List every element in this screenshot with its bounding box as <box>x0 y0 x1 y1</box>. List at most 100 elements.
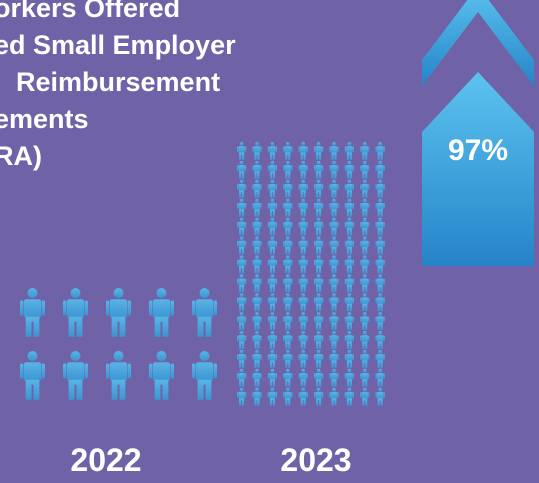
title-line: ed Small Employer <box>0 30 236 60</box>
person-icon-2023 <box>329 142 339 160</box>
person-icon-2023 <box>375 217 385 236</box>
person-icon-2023 <box>344 142 354 160</box>
person-icon-2022 <box>63 351 88 400</box>
person-icon-2023 <box>252 387 262 406</box>
person-icon-2023 <box>314 142 324 160</box>
person-icon-2023 <box>237 312 247 331</box>
person-icon-2023 <box>267 255 277 274</box>
percent-label: 97% <box>448 134 508 167</box>
person-icon-2023 <box>283 274 293 293</box>
person-icon-2023 <box>298 236 308 255</box>
person-icon-2023 <box>375 331 385 349</box>
person-icon-2023 <box>283 160 293 179</box>
person-icon-2023 <box>375 293 385 312</box>
person-icon-2023 <box>314 198 324 217</box>
person-icon-2023 <box>314 368 324 387</box>
person-icon-2023 <box>344 217 354 236</box>
person-icon-2022 <box>63 288 88 337</box>
person-icon-2023 <box>360 387 370 406</box>
person-icon-2023 <box>237 368 247 387</box>
growth-arrow-icon: 97% <box>422 0 534 266</box>
person-icon-2023 <box>298 293 308 312</box>
person-icon-2023 <box>283 331 293 349</box>
person-icon-2022 <box>106 351 131 400</box>
person-icon-2023 <box>267 387 277 406</box>
person-icon-2023 <box>344 198 354 217</box>
person-icon-2023 <box>329 217 339 236</box>
person-icon-2023 <box>298 142 308 160</box>
person-icon-2023 <box>360 142 370 160</box>
person-icon-2023 <box>252 142 262 160</box>
person-icon-2023 <box>344 274 354 293</box>
person-icon-2023 <box>375 142 385 160</box>
title-line: orkers Offered <box>0 0 181 23</box>
person-icon-2023 <box>283 312 293 331</box>
person-icon-2023 <box>298 387 308 406</box>
person-icon-2023 <box>252 274 262 293</box>
person-icon-2023 <box>237 387 247 406</box>
person-icon-2023 <box>375 198 385 217</box>
person-icon-2023 <box>298 349 308 368</box>
person-icon-2023 <box>375 349 385 368</box>
person-icon-2023 <box>267 312 277 331</box>
person-icon-2023 <box>314 179 324 198</box>
person-icon-2023 <box>314 255 324 274</box>
person-icon-2023 <box>267 217 277 236</box>
person-icon-2023 <box>314 236 324 255</box>
person-icon-2023 <box>344 331 354 349</box>
person-icon-2023 <box>267 142 277 160</box>
person-icon-2023 <box>329 198 339 217</box>
person-icon-2023 <box>360 236 370 255</box>
person-icon-2023 <box>252 217 262 236</box>
person-icon-2023 <box>283 198 293 217</box>
person-icon-2023 <box>283 217 293 236</box>
person-icon-2023 <box>298 217 308 236</box>
person-icon-2023 <box>344 349 354 368</box>
person-icon-2023 <box>375 179 385 198</box>
person-icon-2023 <box>329 293 339 312</box>
person-icon-2023 <box>344 387 354 406</box>
person-icon-2023 <box>283 349 293 368</box>
person-icon-2023 <box>267 160 277 179</box>
person-icon-2023 <box>360 312 370 331</box>
person-icon-2023 <box>360 198 370 217</box>
person-icon-2023 <box>237 142 247 160</box>
person-icon-2023 <box>237 331 247 349</box>
arrow-top-chevron <box>422 0 534 86</box>
person-icon-2023 <box>360 349 370 368</box>
person-icon-2023 <box>237 217 247 236</box>
person-icon-2023 <box>344 236 354 255</box>
person-icon-2023 <box>252 349 262 368</box>
person-icon-2023 <box>375 160 385 179</box>
person-icon-2023 <box>329 349 339 368</box>
person-icon-2023 <box>344 160 354 179</box>
person-icon-2023 <box>329 331 339 349</box>
person-icon-2023 <box>267 198 277 217</box>
person-icon-2023 <box>252 293 262 312</box>
person-icon-2023 <box>298 198 308 217</box>
icons-2023-group <box>237 142 385 406</box>
person-icon-2023 <box>360 368 370 387</box>
person-icon-2023 <box>329 368 339 387</box>
person-icon-2023 <box>314 293 324 312</box>
person-icon-2023 <box>314 274 324 293</box>
person-icon-2023 <box>252 331 262 349</box>
person-icon-2023 <box>283 255 293 274</box>
person-icon-2023 <box>344 255 354 274</box>
person-icon-2023 <box>237 198 247 217</box>
person-icon-2023 <box>375 255 385 274</box>
person-icon-2023 <box>329 312 339 331</box>
person-icon-2023 <box>252 368 262 387</box>
category-label-2022: 2022 <box>70 442 142 478</box>
person-icon-2023 <box>329 274 339 293</box>
person-icon-2023 <box>237 349 247 368</box>
person-icon-2023 <box>298 255 308 274</box>
chart-title: orkers Offered ed Small Employer Reimbur… <box>0 0 236 175</box>
person-icon-2023 <box>360 217 370 236</box>
person-icon-2023 <box>314 349 324 368</box>
person-icon-2023 <box>267 179 277 198</box>
person-icon-2022 <box>149 351 174 400</box>
person-icon-2023 <box>252 236 262 255</box>
person-icon-2023 <box>360 255 370 274</box>
person-icon-2023 <box>237 179 247 198</box>
